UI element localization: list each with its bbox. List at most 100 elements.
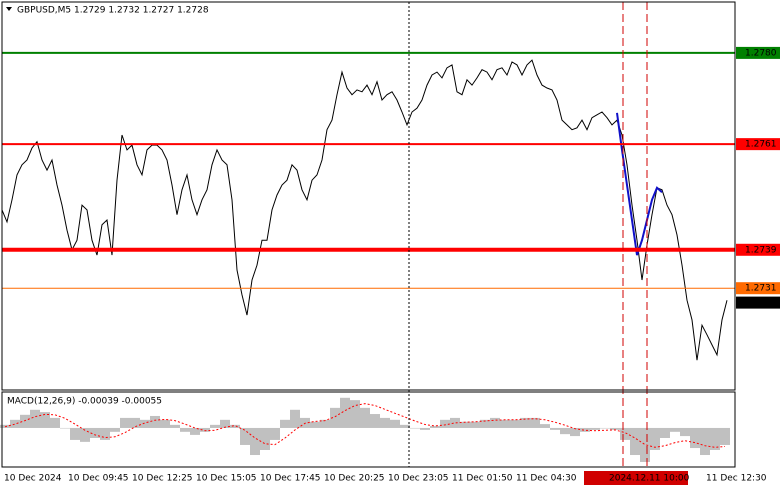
histogram-bar bbox=[320, 419, 330, 428]
x-tick-label: 11 Dec 04:30 bbox=[516, 474, 577, 484]
histogram-bar bbox=[60, 427, 70, 429]
level-label-box bbox=[736, 46, 780, 59]
level-label-box bbox=[736, 282, 780, 295]
histogram-bar bbox=[380, 417, 390, 428]
x-tick-label: 10 Dec 2024 bbox=[4, 474, 62, 484]
histogram-bar bbox=[270, 427, 280, 440]
histogram-bar bbox=[700, 427, 710, 456]
histogram-bar bbox=[210, 424, 220, 428]
macd-title: MACD(12,26,9) -0.00039 -0.00055 bbox=[7, 397, 162, 407]
histogram-bar bbox=[190, 427, 200, 435]
histogram-bar bbox=[530, 417, 540, 428]
histogram-bar bbox=[160, 419, 170, 428]
level-label-box bbox=[736, 243, 780, 256]
plot-layer bbox=[0, 51, 735, 462]
histogram-bar bbox=[340, 397, 350, 428]
histogram-bar bbox=[480, 419, 490, 428]
histogram-bar bbox=[150, 415, 160, 428]
histogram-bar bbox=[200, 427, 210, 432]
cursor-label-box bbox=[584, 471, 688, 485]
histogram-bar bbox=[630, 427, 640, 456]
histogram-bar bbox=[80, 427, 90, 442]
histogram-bar bbox=[240, 427, 250, 445]
x-tick-label: 10 Dec 09:45 bbox=[68, 474, 129, 484]
histogram-bar bbox=[250, 427, 260, 456]
histogram-bar bbox=[390, 419, 400, 428]
histogram-bar bbox=[690, 427, 700, 449]
x-tick-label: 11 Dec 12:30 bbox=[706, 474, 767, 484]
x-tick-label: 10 Dec 17:45 bbox=[260, 474, 321, 484]
histogram-bar bbox=[650, 427, 660, 450]
level-label: 1.2761 bbox=[745, 140, 777, 150]
histogram-bar bbox=[130, 417, 140, 428]
histogram-bar bbox=[230, 424, 240, 428]
x-tick-label: 10 Dec 12:25 bbox=[132, 474, 193, 484]
price-line bbox=[616, 112, 663, 256]
price-line bbox=[1, 59, 728, 361]
histogram-bar bbox=[680, 427, 690, 437]
histogram-bar bbox=[280, 419, 290, 428]
chart-title: GBPUSD,M5 1.2729 1.2732 1.2727 1.2728 bbox=[17, 6, 209, 16]
histogram-bar bbox=[640, 427, 650, 462]
histogram-bar bbox=[110, 427, 120, 432]
histogram-bar bbox=[350, 400, 360, 428]
histogram-bar bbox=[580, 427, 590, 432]
histogram-bar bbox=[90, 427, 100, 439]
x-tick-label: 10 Dec 20:25 bbox=[324, 474, 385, 484]
collapse-icon bbox=[6, 7, 12, 11]
histogram-bar bbox=[180, 427, 190, 432]
cursor-label: 2024.12.11 10:00 bbox=[609, 474, 690, 484]
histogram-bar bbox=[720, 427, 730, 445]
signal-line bbox=[4, 403, 726, 448]
histogram-bar bbox=[170, 424, 180, 428]
histogram-bar bbox=[620, 427, 630, 440]
histogram-bar bbox=[460, 421, 470, 428]
histogram-bar bbox=[20, 414, 30, 428]
histogram-bar bbox=[540, 424, 550, 428]
histogram-bar bbox=[120, 417, 130, 428]
histogram-bar bbox=[450, 417, 460, 428]
histogram-bar bbox=[370, 414, 380, 428]
histogram-bar bbox=[670, 427, 680, 432]
histogram-bar bbox=[330, 407, 340, 428]
histogram-bar bbox=[570, 427, 580, 437]
histogram-bar bbox=[220, 419, 230, 428]
level-label: 1.2780 bbox=[745, 48, 777, 58]
histogram-bar bbox=[40, 412, 50, 428]
price-panel-frame bbox=[1, 1, 736, 391]
histogram-bar bbox=[400, 424, 410, 428]
histogram-bar bbox=[440, 419, 450, 428]
histogram-bar bbox=[30, 409, 40, 428]
level-label-box bbox=[736, 138, 780, 151]
x-tick-label: 10 Dec 15:05 bbox=[196, 474, 257, 484]
level-label-box bbox=[736, 296, 780, 309]
histogram-bar bbox=[70, 427, 80, 440]
histogram-bar bbox=[310, 421, 320, 428]
histogram-bar bbox=[410, 427, 420, 429]
histogram-bar bbox=[360, 407, 370, 428]
histogram-bar bbox=[610, 427, 620, 430]
histogram-bar bbox=[430, 426, 440, 428]
x-tick-label: 10 Dec 23:05 bbox=[388, 474, 449, 484]
x-tick-label: 11 Dec 01:50 bbox=[452, 474, 513, 484]
level-label: 1.2731 bbox=[745, 284, 777, 294]
histogram-bar bbox=[10, 419, 20, 428]
histogram-bar bbox=[100, 427, 110, 440]
histogram-bar bbox=[510, 419, 520, 428]
histogram-bar bbox=[660, 427, 670, 439]
level-label: 1.2739 bbox=[745, 245, 777, 255]
histogram-bar bbox=[500, 419, 510, 428]
axis-layer: 1.2780 1.2761 1.2739 1.2731 1.2728 10 Dec 202… bbox=[4, 46, 780, 485]
histogram-bar bbox=[470, 421, 480, 428]
histogram-bar bbox=[140, 419, 150, 428]
histogram-bar bbox=[50, 417, 60, 428]
histogram-bar bbox=[420, 427, 430, 430]
histogram-bar bbox=[710, 427, 720, 450]
histogram-bar bbox=[560, 427, 570, 435]
level-label: 1.2728 bbox=[745, 298, 777, 308]
histogram-bar bbox=[520, 417, 530, 428]
histogram-bar bbox=[490, 417, 500, 428]
histogram-bar bbox=[600, 427, 610, 429]
